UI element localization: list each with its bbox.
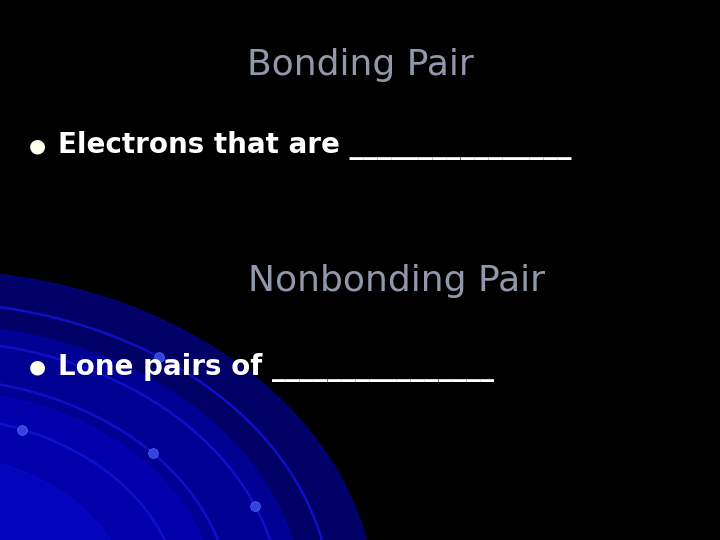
Polygon shape [0, 327, 299, 540]
Text: Electrons that are ________________: Electrons that are ________________ [58, 131, 571, 160]
Text: Lone pairs of ________________: Lone pairs of ________________ [58, 353, 494, 382]
Text: ●: ● [29, 357, 46, 377]
Polygon shape [0, 273, 370, 540]
Polygon shape [0, 391, 213, 540]
Text: ●: ● [29, 136, 46, 156]
Text: Nonbonding Pair: Nonbonding Pair [248, 264, 544, 298]
Text: Bonding Pair: Bonding Pair [247, 48, 473, 82]
Polygon shape [0, 455, 127, 540]
